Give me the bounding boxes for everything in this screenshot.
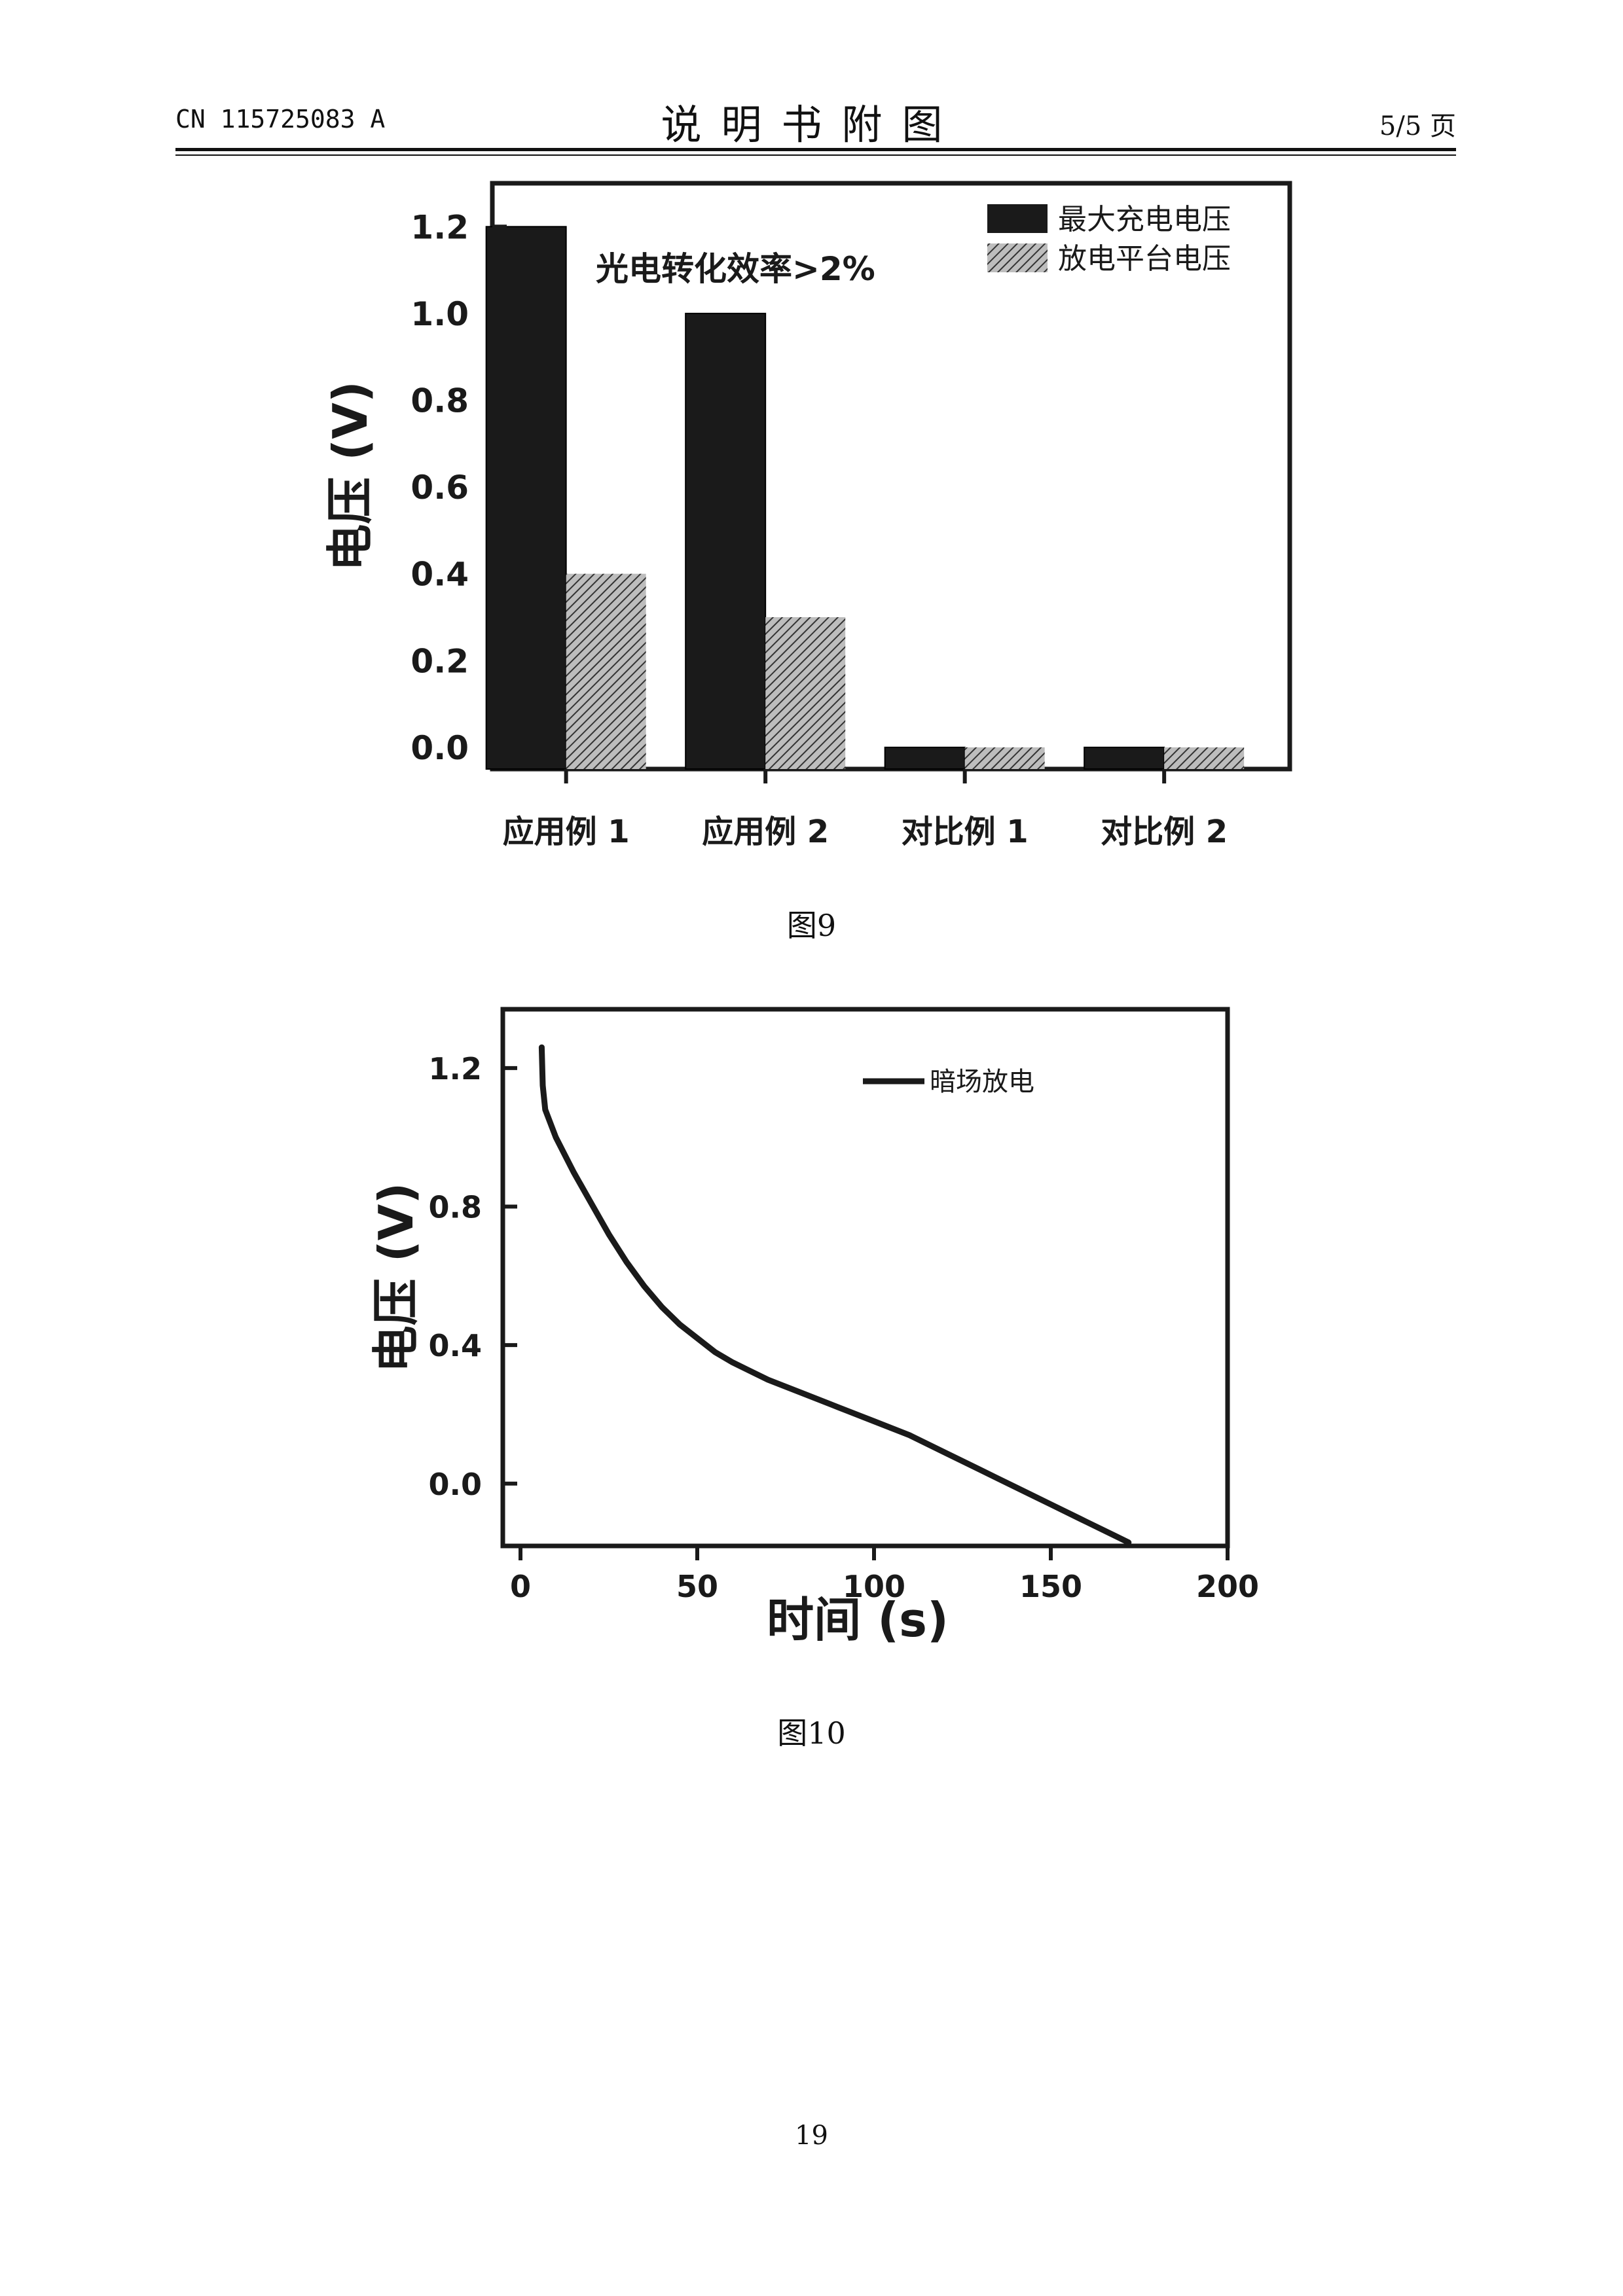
y-tick-label: 0.8	[429, 1190, 483, 1225]
bars	[485, 226, 1245, 770]
x-tick-label: 50	[676, 1569, 718, 1604]
plot-border	[500, 1007, 1230, 1549]
y-tick-label: 1.2	[410, 208, 469, 246]
page-title: 说明书附图	[661, 101, 962, 149]
legend-label: 最大充电电压	[1058, 203, 1231, 236]
bar-max-charge	[884, 746, 966, 770]
legend-label: 放电平台电压	[1058, 242, 1231, 276]
bar-max-charge	[485, 226, 567, 770]
y-axis-label: 电压 (V)	[369, 1183, 424, 1373]
bar-discharge-plateau	[765, 617, 846, 769]
bar-discharge-plateau	[566, 573, 646, 769]
x-tick-label: 200	[1196, 1569, 1259, 1604]
y-tick-label: 0.4	[410, 556, 469, 594]
bar-discharge-plateau	[1164, 747, 1245, 769]
publication-number: CN 115725083 A	[175, 105, 386, 134]
x-tick-label: 100	[843, 1569, 905, 1604]
plot-frame	[500, 1007, 1230, 1549]
header-rule	[175, 148, 1456, 151]
y-tick-label: 0.6	[410, 469, 469, 507]
page-indicator: 5/5 页	[1379, 111, 1456, 141]
legend-label: 暗场放电	[930, 1067, 1034, 1097]
bar-discharge-plateau	[964, 747, 1045, 769]
figure-10-line-chart: 0.00.40.81.2 0 50 100 150 200 电压 (V) 时间 (s) …	[369, 1007, 1259, 1647]
x-tick-label: 对比例 1	[902, 814, 1029, 850]
y-ticks: 0.0 0.4 0.8 1.2	[429, 1051, 517, 1502]
dark-discharge-line	[538, 1044, 1132, 1546]
y-tick-label: 0.0	[410, 729, 469, 767]
legend-swatch-solid	[987, 204, 1048, 233]
header-rule-thin	[175, 154, 1456, 156]
efficiency-annotation: 光电转化效率>2%	[596, 250, 875, 288]
y-tick-label: 1.2	[429, 1051, 483, 1086]
y-tick-label: 0.0	[429, 1467, 483, 1502]
legend: 暗场放电	[863, 1067, 1034, 1097]
y-tick-label: 1.0	[410, 295, 469, 333]
x-tick-label: 对比例 2	[1101, 814, 1228, 850]
x-tick-label: 150	[1019, 1569, 1082, 1604]
figure-9-bar-chart: 0.0 0.2 0.4 0.6 0.8 1.0 1.2 应用例 1 应用例 2 对比例 1 对比例…	[323, 181, 1292, 850]
x-ticks: 应用例 1 应用例 2 对比例 1 对比例 2	[503, 769, 1228, 850]
legend-swatch-hatched	[987, 243, 1048, 272]
x-ticks: 0 50 100 150 200	[510, 1546, 1259, 1604]
legend: 最大充电电压 放电平台电压	[987, 203, 1231, 276]
bar-max-charge	[1084, 746, 1165, 770]
x-axis-label: 时间 (s)	[767, 1592, 949, 1647]
figure-9-caption: 图9	[786, 908, 837, 943]
x-tick-label: 0	[510, 1569, 531, 1604]
y-axis-label: 电压 (V)	[323, 381, 378, 571]
y-tick-label: 0.8	[410, 382, 469, 420]
x-tick-label: 应用例 2	[702, 814, 829, 850]
bar-max-charge	[685, 312, 767, 770]
y-tick-label: 0.2	[410, 642, 469, 680]
figure-10-caption: 图10	[777, 1715, 846, 1751]
y-ticks: 0.0 0.2 0.4 0.6 0.8 1.0 1.2	[410, 208, 507, 767]
page-number: 19	[795, 2121, 828, 2151]
x-tick-label: 应用例 1	[503, 814, 630, 850]
y-tick-label: 0.4	[429, 1328, 483, 1363]
